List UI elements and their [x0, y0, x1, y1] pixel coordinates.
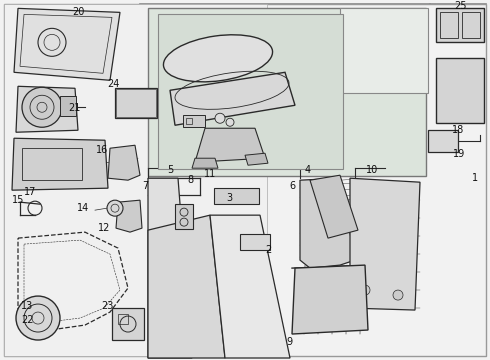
Bar: [430, 4, 486, 356]
Bar: [116, 89, 156, 117]
Polygon shape: [116, 200, 142, 232]
Text: 20: 20: [72, 7, 84, 17]
Text: 8: 8: [187, 175, 193, 185]
Ellipse shape: [164, 35, 272, 82]
Bar: [22, 148, 82, 180]
Bar: [183, 115, 205, 127]
Text: 23: 23: [101, 301, 113, 311]
Bar: [118, 314, 128, 324]
Text: 25: 25: [454, 1, 466, 12]
Bar: [240, 234, 270, 250]
Bar: [112, 308, 144, 340]
Polygon shape: [195, 128, 265, 162]
Polygon shape: [148, 178, 192, 358]
Circle shape: [360, 285, 370, 295]
Text: 16: 16: [96, 145, 108, 155]
Polygon shape: [148, 215, 225, 358]
Polygon shape: [12, 138, 108, 190]
Text: 14: 14: [77, 203, 89, 213]
Text: 15: 15: [12, 195, 24, 205]
Bar: [140, 4, 430, 356]
Text: 5: 5: [167, 165, 173, 175]
Circle shape: [215, 113, 225, 123]
Polygon shape: [16, 86, 78, 132]
Polygon shape: [300, 178, 355, 268]
Text: 13: 13: [21, 301, 33, 311]
Bar: [340, 8, 428, 93]
Circle shape: [16, 296, 60, 340]
Polygon shape: [108, 145, 140, 180]
Text: 12: 12: [98, 223, 110, 233]
Bar: [186, 118, 192, 124]
Text: 18: 18: [452, 125, 464, 135]
Bar: [115, 88, 157, 118]
Bar: [436, 8, 484, 42]
Text: 17: 17: [24, 187, 36, 197]
Text: 21: 21: [68, 103, 80, 113]
Text: 19: 19: [453, 149, 465, 159]
Polygon shape: [350, 178, 420, 310]
Bar: [4, 4, 267, 356]
Text: 7: 7: [142, 181, 148, 191]
Bar: [60, 96, 76, 116]
Circle shape: [393, 290, 403, 300]
Text: 11: 11: [204, 169, 216, 179]
Text: 3: 3: [226, 193, 232, 203]
Polygon shape: [192, 158, 218, 168]
Circle shape: [107, 200, 123, 216]
Text: 2: 2: [265, 245, 271, 255]
Circle shape: [226, 118, 234, 126]
Polygon shape: [170, 72, 295, 125]
Text: 1: 1: [472, 173, 478, 183]
Polygon shape: [245, 153, 268, 165]
Bar: [428, 130, 458, 152]
Circle shape: [22, 87, 62, 127]
Text: 10: 10: [366, 165, 378, 175]
Text: 9: 9: [286, 337, 292, 347]
Bar: [436, 58, 484, 123]
Text: 24: 24: [107, 79, 119, 89]
Bar: [158, 14, 343, 169]
Bar: [148, 8, 426, 176]
Polygon shape: [14, 8, 120, 80]
Bar: [214, 188, 259, 204]
Bar: [175, 204, 193, 229]
Bar: [462, 12, 480, 38]
Text: 22: 22: [21, 315, 33, 325]
Text: 6: 6: [289, 181, 295, 191]
Polygon shape: [210, 215, 290, 358]
Bar: [440, 12, 458, 38]
Polygon shape: [310, 175, 358, 238]
Polygon shape: [292, 265, 368, 334]
Text: 4: 4: [305, 165, 311, 175]
